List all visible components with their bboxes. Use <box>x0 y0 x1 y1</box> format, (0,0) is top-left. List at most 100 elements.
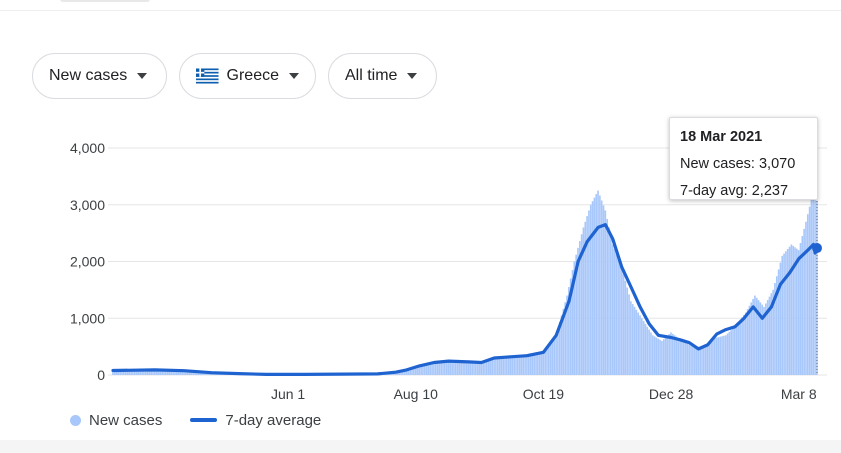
new-cases-bar <box>192 372 194 375</box>
hover-tooltip: 18 Mar 2021 New cases: 3,070 7-day avg: … <box>669 117 818 200</box>
new-cases-bar <box>495 357 497 375</box>
new-cases-bar <box>735 324 738 375</box>
new-cases-bar <box>790 244 793 375</box>
new-cases-bar <box>511 355 514 375</box>
caret-down-icon <box>289 73 299 79</box>
hover-point <box>812 243 822 254</box>
new-cases-bar <box>157 370 160 375</box>
period-dropdown[interactable]: All time <box>328 53 437 99</box>
new-cases-bar <box>493 358 495 375</box>
new-cases-bar <box>655 337 658 375</box>
new-cases-bar <box>682 341 685 375</box>
new-cases-bar <box>161 370 163 375</box>
new-cases-bar <box>693 346 696 375</box>
new-cases-bar <box>143 370 145 375</box>
new-cases-bar <box>611 244 614 375</box>
new-cases-bar <box>469 362 472 375</box>
new-cases-bar <box>458 361 461 375</box>
new-cases-bar <box>620 267 623 375</box>
new-cases-bar <box>677 338 680 375</box>
new-cases-bar <box>730 330 733 375</box>
new-cases-bar <box>788 246 791 375</box>
new-cases-bar <box>485 360 488 375</box>
new-cases-bar <box>152 370 154 375</box>
new-cases-bar <box>529 353 532 375</box>
new-cases-bar <box>779 262 782 375</box>
new-cases-bar <box>522 354 525 375</box>
new-cases-bar <box>734 326 736 375</box>
new-cases-bar <box>712 339 714 375</box>
top-strip <box>0 0 841 11</box>
new-cases-bar <box>498 356 501 375</box>
new-cases-bar <box>697 346 700 375</box>
new-cases-bar <box>624 280 627 375</box>
new-cases-bar <box>146 369 149 375</box>
new-cases-bar <box>646 326 649 375</box>
new-cases-bar <box>672 333 674 375</box>
new-cases-bar <box>119 371 122 375</box>
new-cases-bar <box>766 300 769 375</box>
new-cases-bar <box>423 364 426 375</box>
new-cases-bar <box>168 370 171 375</box>
new-cases-bar <box>783 253 785 375</box>
new-cases-bar <box>159 370 162 375</box>
new-cases-bar <box>489 359 492 375</box>
new-cases-bar <box>400 371 402 375</box>
new-cases-bar <box>606 218 608 375</box>
new-cases-bar <box>429 363 432 375</box>
cropped-header-text <box>60 0 150 2</box>
tooltip-seven-day-avg: 7-day avg: 2,237 <box>680 183 789 199</box>
new-cases-bar <box>797 250 800 375</box>
new-cases-bar <box>757 300 760 375</box>
new-cases-bar <box>126 371 129 375</box>
new-cases-bar <box>407 368 410 375</box>
legend-new-cases-label: New cases <box>89 411 163 429</box>
new-cases-bar <box>573 261 576 375</box>
new-cases-bar <box>132 370 134 375</box>
new-cases-bar <box>744 312 747 375</box>
new-cases-bar <box>772 289 774 375</box>
new-cases-bar <box>580 234 583 375</box>
new-cases-bar <box>431 363 433 375</box>
new-cases-bar <box>445 361 448 375</box>
tooltip-new-cases: New cases: 3,070 <box>680 156 796 172</box>
new-cases-bar <box>515 355 517 375</box>
metric-dropdown[interactable]: New cases <box>32 53 167 99</box>
new-cases-bar <box>526 354 528 375</box>
new-cases-bar <box>467 362 470 375</box>
new-cases-bar <box>805 221 807 375</box>
new-cases-bar <box>170 370 173 375</box>
new-cases-bar <box>557 328 559 375</box>
new-cases-bar <box>750 302 753 375</box>
new-cases-bar <box>414 366 417 375</box>
new-cases-bar <box>777 269 780 375</box>
new-cases-bar <box>617 258 619 375</box>
new-cases-bar <box>124 371 127 375</box>
new-cases-bar <box>679 339 681 375</box>
new-cases-bar <box>761 304 764 375</box>
y-tick-label: 3,000 <box>70 197 105 213</box>
country-dropdown[interactable]: Greece <box>179 53 316 99</box>
new-cases-bar <box>179 371 182 375</box>
new-cases-bar <box>633 306 636 375</box>
new-cases-bar <box>631 304 634 375</box>
new-cases-bar <box>133 370 136 375</box>
new-cases-bar <box>128 371 131 375</box>
new-cases-bar <box>112 372 114 375</box>
new-cases-bar <box>681 340 683 375</box>
new-cases-bar <box>642 321 645 375</box>
new-cases-bar <box>117 371 120 375</box>
new-cases-bar <box>487 360 490 375</box>
new-cases-bar <box>175 371 178 375</box>
new-cases-bar <box>137 370 140 375</box>
new-cases-bar <box>538 351 541 375</box>
new-cases-bar <box>653 336 656 375</box>
new-cases-bar <box>666 335 669 375</box>
new-cases-bar <box>668 334 670 375</box>
new-cases-bar <box>203 372 205 375</box>
new-cases-bar <box>595 194 598 375</box>
seven-day-average-line <box>111 223 819 376</box>
y-tick-label: 2,000 <box>70 254 105 270</box>
new-cases-bar <box>699 346 702 375</box>
